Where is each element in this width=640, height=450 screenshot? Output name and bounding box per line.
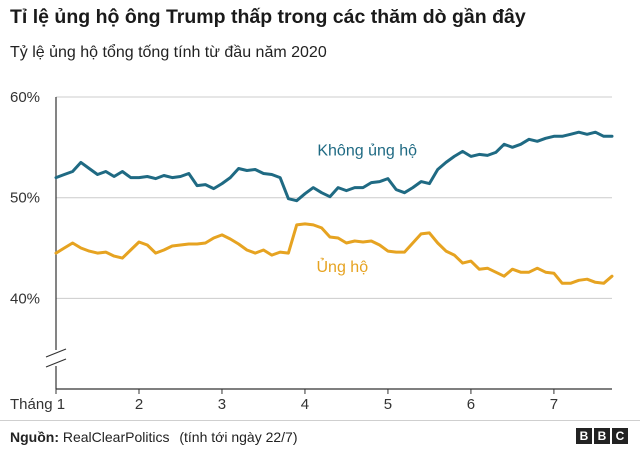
source-line: Nguồn: RealClearPolitics (tính tới ngày … (10, 429, 298, 445)
x-tick-label: 4 (301, 396, 309, 413)
axis-break-mark (45, 348, 67, 358)
bbc-logo-letter-1: B (576, 428, 592, 444)
chart-subtitle: Tỷ lệ ủng hộ tổng tống tính từ đầu năm 2… (10, 44, 327, 61)
x-tick-label: 6 (467, 396, 475, 413)
bbc-logo-letter-3: C (612, 428, 628, 444)
x-tick-label: 7 (550, 396, 558, 413)
y-tick-label: 40% (10, 290, 40, 307)
source-name: RealClearPolitics (62, 429, 170, 445)
bbc-logo: B B C (576, 428, 628, 444)
series-label: Không ủng hộ (317, 142, 417, 159)
series-label: Ủng hộ (317, 257, 369, 276)
source-label: Nguồn: (10, 429, 59, 445)
line-chart: 60% 50% 40% Tháng 1 2 3 4 5 6 7 Không ủng hộ Ủng h… (10, 89, 614, 413)
source-note: (tính tới ngày 22/7) (179, 429, 298, 445)
x-tick-label: 3 (218, 396, 226, 413)
chart-title: Tỉ lệ ủng hộ ông Trump thấp trong các th… (10, 6, 526, 28)
axes: 60% 50% 40% Tháng 1 2 3 4 5 6 7 (10, 89, 612, 413)
y-tick-label: 50% (10, 190, 40, 207)
series-labels: Không ủng hộ Ủng hộ (317, 142, 418, 276)
y-tick-label: 60% (10, 89, 40, 106)
x-tick-label: 2 (135, 396, 143, 413)
footer: Nguồn: RealClearPolitics (tính tới ngày … (0, 420, 640, 450)
x-tick-label: Tháng 1 (10, 396, 65, 413)
x-tick-label: 5 (384, 396, 392, 413)
bbc-logo-letter-2: B (594, 428, 610, 444)
series-line-approve (54, 222, 614, 285)
axis-break-mark (45, 358, 67, 368)
series-line-disapprove (54, 130, 614, 203)
series-lines (54, 130, 614, 285)
gridlines (56, 96, 612, 299)
